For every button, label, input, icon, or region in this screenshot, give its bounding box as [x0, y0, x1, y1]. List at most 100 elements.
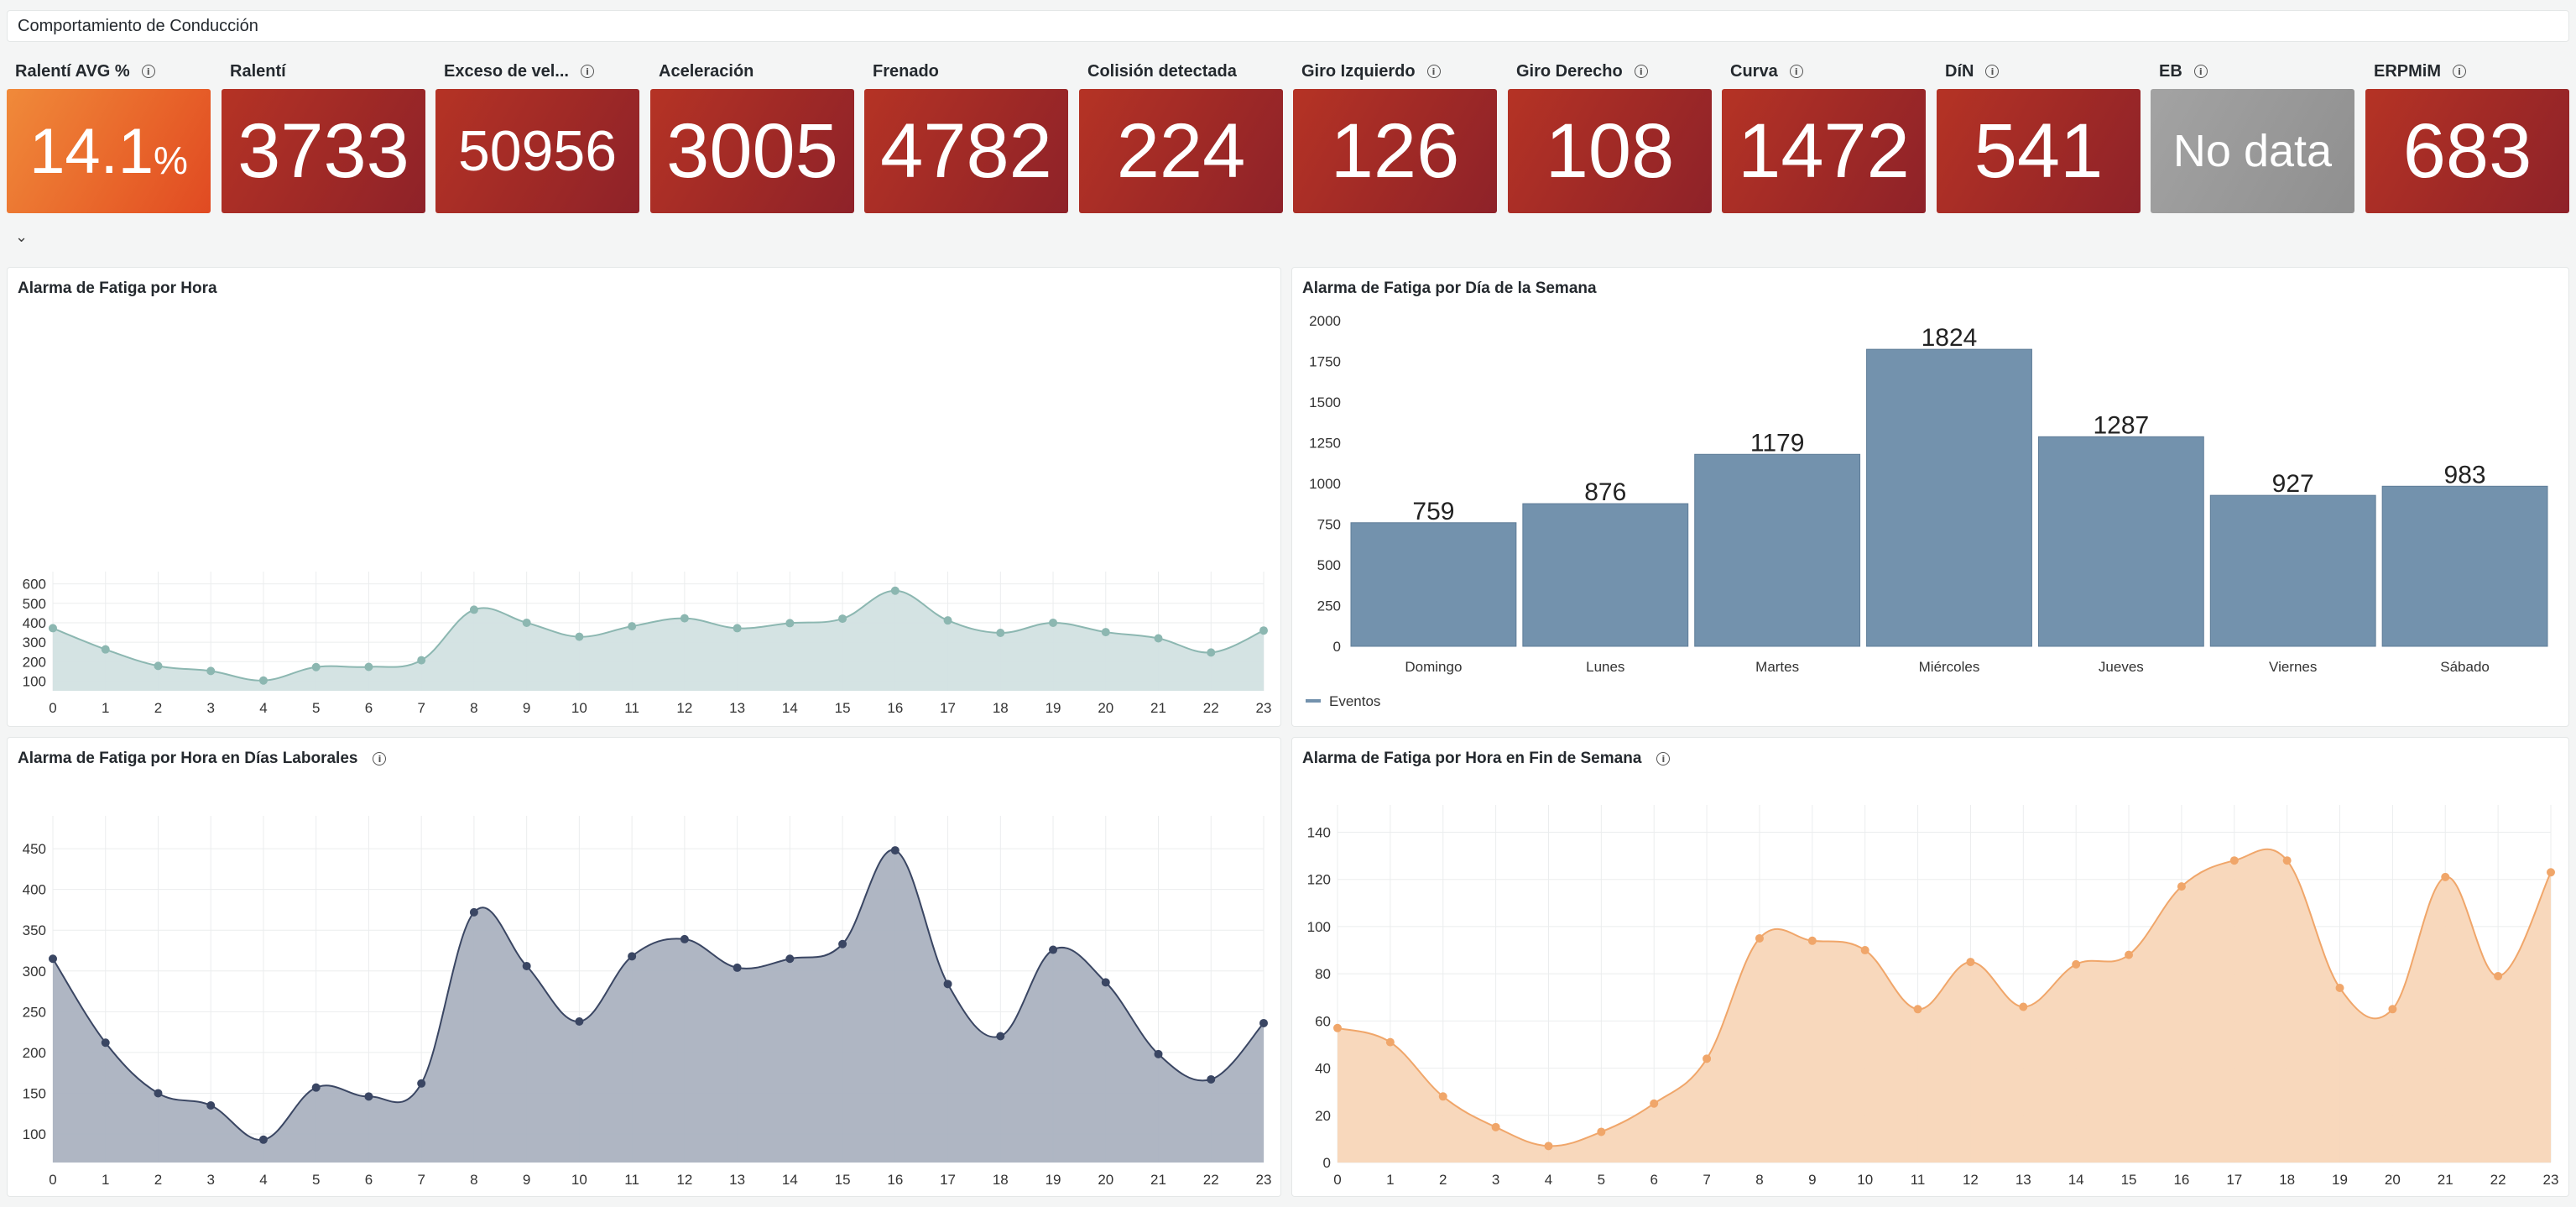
x-tick-label: 0 [1333, 1172, 1341, 1188]
stat-value: 126 [1330, 107, 1460, 194]
stat-panel[interactable]: Ralentí 3733 [222, 57, 425, 213]
x-tick-label: 14 [782, 1172, 798, 1188]
stat-panel[interactable]: Colisión detectada 224 [1079, 57, 1283, 213]
stat-label: ERPMiM [2374, 61, 2441, 81]
stat-panel[interactable]: Exceso de vel... i 50956 [435, 57, 639, 213]
stat-header: Curva i [1722, 57, 1926, 86]
x-tick-label: 23 [1256, 700, 1272, 716]
panel-fatiga-dias-laborales[interactable]: Alarma de Fatiga por Hora en Días Labora… [7, 737, 1281, 1197]
stat-value: 3005 [666, 107, 838, 194]
info-icon[interactable]: i [1789, 65, 1803, 78]
x-tick-label: 23 [2543, 1172, 2559, 1188]
bar [2381, 485, 2548, 647]
x-tick-label: 16 [887, 1172, 903, 1188]
data-point [838, 614, 847, 624]
data-point [2441, 872, 2450, 881]
x-tick-label: 22 [2490, 1172, 2506, 1188]
stat-panel[interactable]: Curva i 1472 [1722, 57, 1926, 213]
x-tick-label: 1 [102, 700, 109, 716]
stat-value: 50956 [457, 119, 618, 183]
panel-title-text: Alarma de Fatiga por Hora en Días Labora… [18, 750, 358, 767]
info-icon[interactable]: i [141, 65, 155, 78]
bar-value-label: 1824 [1922, 324, 1978, 352]
stat-header: Colisión detectada [1079, 57, 1283, 86]
dashboard-row-title[interactable]: Comportamiento de Conducción [7, 10, 2569, 42]
legend-swatch [1306, 699, 1321, 703]
y-tick-label: 500 [1317, 557, 1341, 573]
panel-title-text: Alarma de Fatiga por Hora en Fin de Sema… [1302, 750, 1642, 767]
x-tick-label: 6 [1650, 1172, 1657, 1188]
data-point [785, 619, 795, 628]
x-tick-label: 9 [1808, 1172, 1816, 1188]
info-icon[interactable]: i [1656, 752, 1671, 765]
x-tick-label: 19 [1046, 700, 1061, 716]
stat-panel[interactable]: Ralentí AVG % i 14.1% [7, 57, 211, 213]
x-tick-label: 1 [102, 1172, 109, 1188]
x-tick-label: 16 [887, 700, 903, 716]
y-tick-label: 60 [1315, 1013, 1331, 1029]
stat-panel[interactable]: Frenado 4782 [864, 57, 1068, 213]
info-icon[interactable]: i [1634, 65, 1648, 78]
stat-label: Ralentí [230, 61, 286, 81]
panel-title-text: Alarma de Fatiga por Día de la Semana [1302, 280, 1597, 297]
x-tick-label: 7 [1703, 1172, 1710, 1188]
stat-header: EB i [2151, 57, 2354, 86]
x-tick-label: 22 [1203, 1172, 1219, 1188]
data-point [49, 624, 57, 633]
info-icon[interactable]: i [2193, 65, 2208, 78]
stat-panel[interactable]: Aceleración 3005 [650, 57, 854, 213]
panel-fatiga-por-dia[interactable]: Alarma de Fatiga por Día de la Semana 0 2… [1291, 267, 2569, 727]
data-point [575, 632, 584, 641]
info-icon[interactable]: i [2453, 65, 2466, 78]
data-point [1154, 1049, 1163, 1058]
panel-title: Alarma de Fatiga por Hora en Días Labora… [18, 750, 387, 768]
data-point [1703, 1054, 1712, 1063]
y-tick-label: 450 [23, 841, 46, 857]
info-icon[interactable]: i [1426, 65, 1441, 78]
y-tick-label: 0 [1333, 639, 1341, 655]
chevron-down-icon[interactable]: ⌄ [15, 228, 29, 246]
x-tick-label: 13 [729, 700, 745, 716]
x-tick-label: 10 [571, 1172, 587, 1188]
stat-header: ERPMiM i [2365, 57, 2569, 86]
y-tick-label: 40 [1315, 1061, 1331, 1077]
stat-value-box: 3733 [222, 89, 425, 213]
x-tick-label: 12 [676, 700, 692, 716]
info-icon[interactable]: i [580, 65, 594, 78]
panel-fatiga-por-hora[interactable]: Alarma de Fatiga por Hora 100 200 300 400 50… [7, 267, 1281, 727]
x-tick-label: 0 [49, 700, 56, 716]
bar-value-label: 1287 [2093, 411, 2149, 439]
info-icon[interactable]: i [373, 752, 387, 765]
stat-panel[interactable]: ERPMiM i 683 [2365, 57, 2569, 213]
x-category-label: Sábado [2440, 659, 2490, 675]
stat-panel[interactable]: EB i No data [2151, 57, 2354, 213]
data-point [996, 628, 1005, 637]
data-point [101, 1038, 110, 1048]
panel-fatiga-fin-de-semana[interactable]: Alarma de Fatiga por Hora en Fin de Sema… [1291, 737, 2569, 1197]
stat-value: 14.1 [29, 115, 154, 187]
data-point [1259, 626, 1268, 635]
y-tick-label: 300 [23, 635, 46, 651]
chart-weekday: 0 250 500 750 1000 1250 1500 1750 2000 759 Domingo… [1306, 313, 2548, 709]
data-point [575, 1017, 584, 1027]
y-tick-label: 300 [23, 964, 46, 980]
stat-label: Aceleración [659, 61, 754, 81]
data-point [101, 645, 110, 654]
chart-axis: 0 250 500 750 1000 1250 1500 1750 2000 [1309, 313, 1341, 655]
bar-value-label: 876 [1584, 478, 1626, 506]
info-icon[interactable]: i [1985, 65, 2000, 78]
stat-value: 224 [1116, 107, 1246, 194]
stat-panel[interactable]: Giro Izquierdo i 126 [1293, 57, 1497, 213]
stat-panel[interactable]: Giro Derecho i 108 [1508, 57, 1712, 213]
stat-panel[interactable]: DíN i 541 [1937, 57, 2141, 213]
data-point [2125, 950, 2134, 959]
data-point [1438, 1092, 1447, 1101]
stat-value-box: 541 [1937, 89, 2141, 213]
stat-value: 3733 [237, 107, 409, 194]
data-point [1101, 628, 1110, 637]
x-category-label: Miércoles [1919, 659, 1980, 675]
data-point [1049, 945, 1058, 954]
series-area [53, 849, 1264, 1163]
data-point [1597, 1127, 1606, 1136]
data-point [469, 605, 478, 614]
